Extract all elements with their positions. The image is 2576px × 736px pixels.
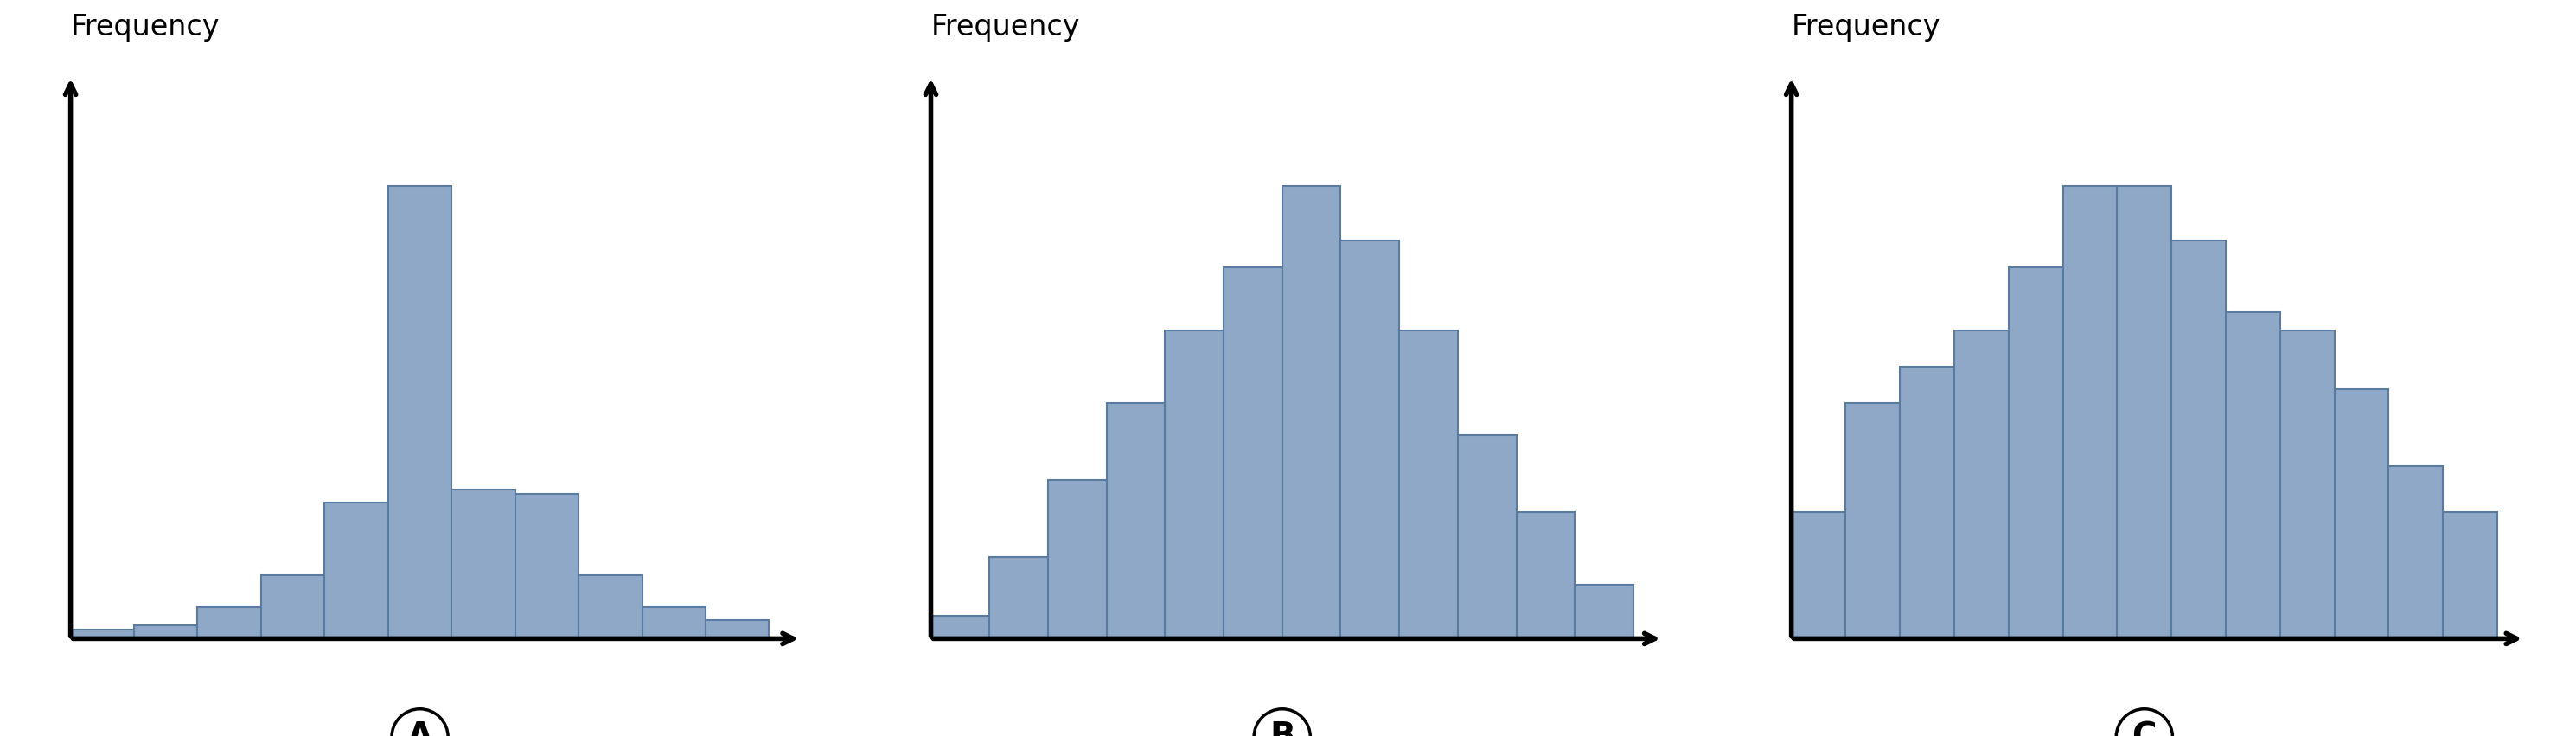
Bar [389, 185, 451, 639]
Bar [451, 489, 515, 639]
Bar [1108, 403, 1164, 639]
Bar [325, 503, 389, 639]
Bar [580, 576, 641, 639]
Bar [1283, 185, 1340, 639]
Bar [1340, 240, 1399, 639]
Bar [1224, 267, 1283, 639]
Bar [2334, 389, 2388, 639]
Bar [1790, 512, 1844, 639]
Bar [260, 576, 325, 639]
Text: Frequency: Frequency [70, 13, 219, 41]
Bar [1458, 435, 1517, 639]
Bar [1399, 330, 1458, 639]
Bar [2172, 240, 2226, 639]
Text: Frequency: Frequency [930, 13, 1079, 41]
Text: Frequency: Frequency [1790, 13, 1940, 41]
Bar [515, 494, 580, 639]
Bar [706, 620, 770, 639]
Bar [930, 616, 989, 639]
Bar [2009, 267, 2063, 639]
Text: A: A [407, 721, 433, 736]
Bar [1048, 480, 1108, 639]
Bar [2063, 185, 2117, 639]
Bar [1164, 330, 1224, 639]
Bar [2280, 330, 2334, 639]
Bar [2442, 512, 2496, 639]
Bar [1844, 403, 1901, 639]
Text: B: B [1270, 721, 1296, 736]
Text: C: C [2133, 721, 2156, 736]
Bar [70, 629, 134, 639]
Bar [1517, 512, 1574, 639]
Bar [134, 625, 198, 639]
Bar [198, 607, 260, 639]
Bar [1955, 330, 2009, 639]
Bar [2117, 185, 2172, 639]
Bar [989, 557, 1048, 639]
Bar [1901, 367, 1955, 639]
Bar [2226, 313, 2280, 639]
Bar [1574, 584, 1633, 639]
Bar [2388, 467, 2442, 639]
Bar [641, 607, 706, 639]
